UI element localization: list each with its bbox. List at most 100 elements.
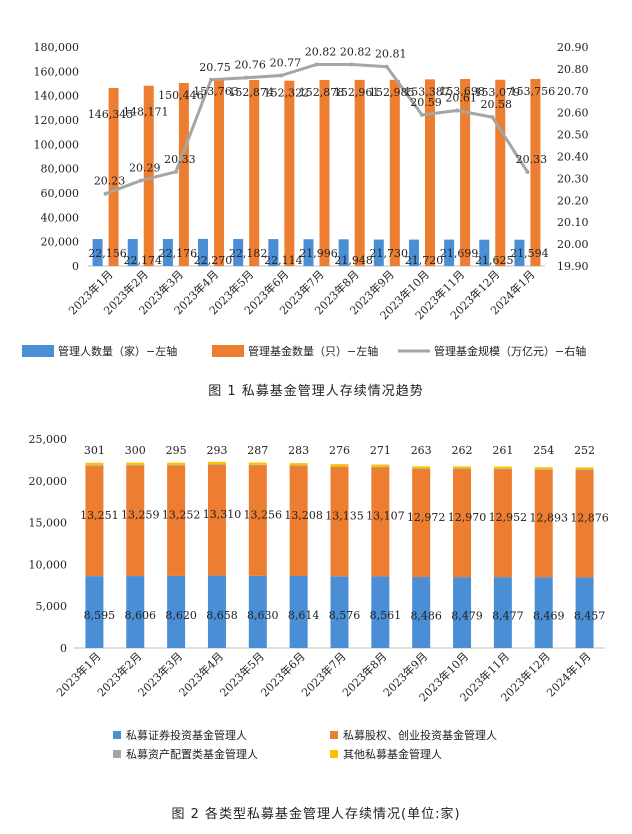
equity-vc-data-label: 12,972 — [407, 511, 446, 524]
right-axis-tick-label: 20.40 — [557, 151, 589, 164]
line-point-fund-scale — [103, 191, 108, 196]
equity-vc-data-label: 13,259 — [121, 509, 160, 522]
legend-asset-allocation-managers-swatch — [113, 750, 121, 758]
other-data-label: 254 — [533, 444, 554, 457]
fund-scale-data-label: 20.81 — [375, 48, 407, 61]
securities-data-label: 8,595 — [84, 609, 116, 622]
other-data-label: 276 — [329, 444, 350, 457]
equity-vc-data-label: 13,251 — [80, 509, 119, 522]
fund-scale-data-label: 20.61 — [445, 92, 477, 105]
y-axis-tick-label: 10,000 — [29, 558, 68, 571]
bar-asset-allocation-managers — [534, 469, 553, 471]
y-axis-tick-label: 5,000 — [36, 600, 68, 613]
line-point-fund-scale — [349, 62, 354, 67]
bar-funds — [424, 79, 435, 266]
fund-count-data-label: 150,446 — [158, 89, 204, 102]
bar-securities-managers — [534, 577, 553, 648]
legend-securities-managers-swatch — [113, 731, 121, 739]
line-point-fund-scale — [525, 169, 530, 174]
legend-fund-scale-swatch — [398, 349, 430, 353]
legend-funds-label: 管理基金数量（只）−左轴 — [248, 344, 378, 358]
bar-equity-vc-managers — [534, 469, 553, 578]
equity-vc-data-label: 13,310 — [203, 508, 242, 521]
fund-count-data-label: 153,698 — [439, 85, 485, 98]
fund-count-data-label: 153,387 — [404, 85, 450, 98]
bar-other-managers — [575, 467, 594, 470]
bar-funds — [249, 80, 260, 267]
right-axis-tick-label: 19.90 — [557, 260, 589, 273]
fund-count-data-label: 146,345 — [88, 108, 134, 121]
bar-asset-allocation-managers — [493, 468, 512, 470]
bar-securities-managers — [167, 575, 186, 648]
manager-count-data-label: 21,594 — [510, 247, 549, 260]
bar-managers — [268, 239, 279, 266]
equity-vc-data-label: 13,256 — [244, 508, 283, 521]
bar-other-managers — [248, 462, 267, 465]
fund-scale-data-label: 20.75 — [199, 61, 231, 74]
bar-securities-managers — [248, 575, 267, 648]
legend-asset-allocation-managers-label: 私募资产配置类基金管理人 — [126, 747, 258, 761]
right-axis-tick-label: 20.20 — [557, 194, 589, 207]
securities-data-label: 8,477 — [492, 610, 524, 623]
bar-managers — [514, 239, 525, 266]
bar-securities-managers — [371, 576, 390, 648]
bar-equity-vc-managers — [453, 468, 472, 578]
legend-managers-swatch — [22, 345, 54, 357]
bar-equity-vc-managers — [330, 466, 349, 577]
securities-data-label: 8,457 — [574, 610, 606, 623]
left-axis-tick-label: 160,000 — [34, 65, 80, 78]
fund-scale-data-label: 20.58 — [481, 98, 513, 111]
right-axis-tick-label: 20.00 — [557, 238, 589, 251]
bar-managers — [373, 239, 384, 266]
chart-2: 0 5,000 10,000 15,000 20,000 25,000 8,595 13,25… — [29, 433, 609, 761]
manager-count-data-label: 21,948 — [334, 254, 373, 267]
right-axis-tick-label: 20.30 — [557, 172, 589, 185]
bar-managers — [198, 238, 209, 266]
fund-scale-data-label: 20.29 — [129, 162, 161, 175]
bar-asset-allocation-managers — [330, 466, 349, 468]
bar-asset-allocation-managers — [167, 465, 186, 466]
bar-funds — [108, 87, 119, 266]
bar-asset-allocation-managers — [412, 468, 431, 470]
line-point-fund-scale — [490, 115, 495, 120]
bar-funds — [354, 79, 365, 266]
line-point-fund-scale — [384, 64, 389, 69]
bar-other-managers — [371, 464, 390, 467]
legend-fund-scale-label: 管理基金规模（万亿元）−右轴 — [434, 344, 586, 358]
manager-count-data-label: 21,625 — [475, 254, 514, 267]
chart-1-caption: 图 1 私募基金管理人存续情况趋势 — [208, 384, 424, 399]
legend-managers-label: 管理人数量（家）−左轴 — [58, 344, 177, 358]
other-data-label: 262 — [452, 444, 473, 457]
bar-securities-managers — [412, 577, 431, 648]
fund-scale-data-label: 20.33 — [516, 153, 548, 166]
bar-securities-managers — [575, 577, 594, 648]
bar-securities-managers — [453, 577, 472, 648]
manager-count-data-label: 22,182 — [229, 247, 268, 260]
right-axis-tick-label: 20.70 — [557, 85, 589, 98]
y-axis-tick-label: 20,000 — [29, 475, 68, 488]
bar-funds — [178, 82, 189, 266]
bar-managers — [479, 239, 490, 266]
bar-other-managers — [453, 466, 472, 469]
bar-equity-vc-managers — [85, 465, 104, 577]
manager-count-data-label: 22,270 — [194, 254, 233, 267]
fund-count-data-label: 152,985 — [369, 86, 415, 99]
left-axis-tick-label: 20,000 — [41, 236, 80, 249]
bar-other-managers — [126, 462, 145, 466]
legend-other-managers-swatch — [330, 750, 338, 758]
securities-data-label: 8,576 — [329, 609, 361, 622]
legend-equity-vc-managers-label: 私募股权、创业投资基金管理人 — [343, 728, 497, 742]
manager-count-data-label: 21,720 — [405, 254, 444, 267]
bar-managers — [303, 239, 314, 266]
fund-scale-data-label: 20.77 — [270, 56, 302, 69]
other-data-label: 295 — [166, 444, 187, 457]
bar-asset-allocation-managers — [453, 468, 472, 470]
bar-equity-vc-managers — [371, 466, 390, 577]
equity-vc-data-label: 13,135 — [325, 509, 364, 522]
bar-funds — [495, 79, 506, 267]
bar-asset-allocation-managers — [289, 465, 308, 467]
other-data-label: 252 — [574, 444, 595, 457]
left-axis-tick-label: 120,000 — [34, 114, 80, 127]
other-data-label: 293 — [206, 444, 227, 457]
manager-count-data-label: 22,114 — [264, 254, 303, 267]
